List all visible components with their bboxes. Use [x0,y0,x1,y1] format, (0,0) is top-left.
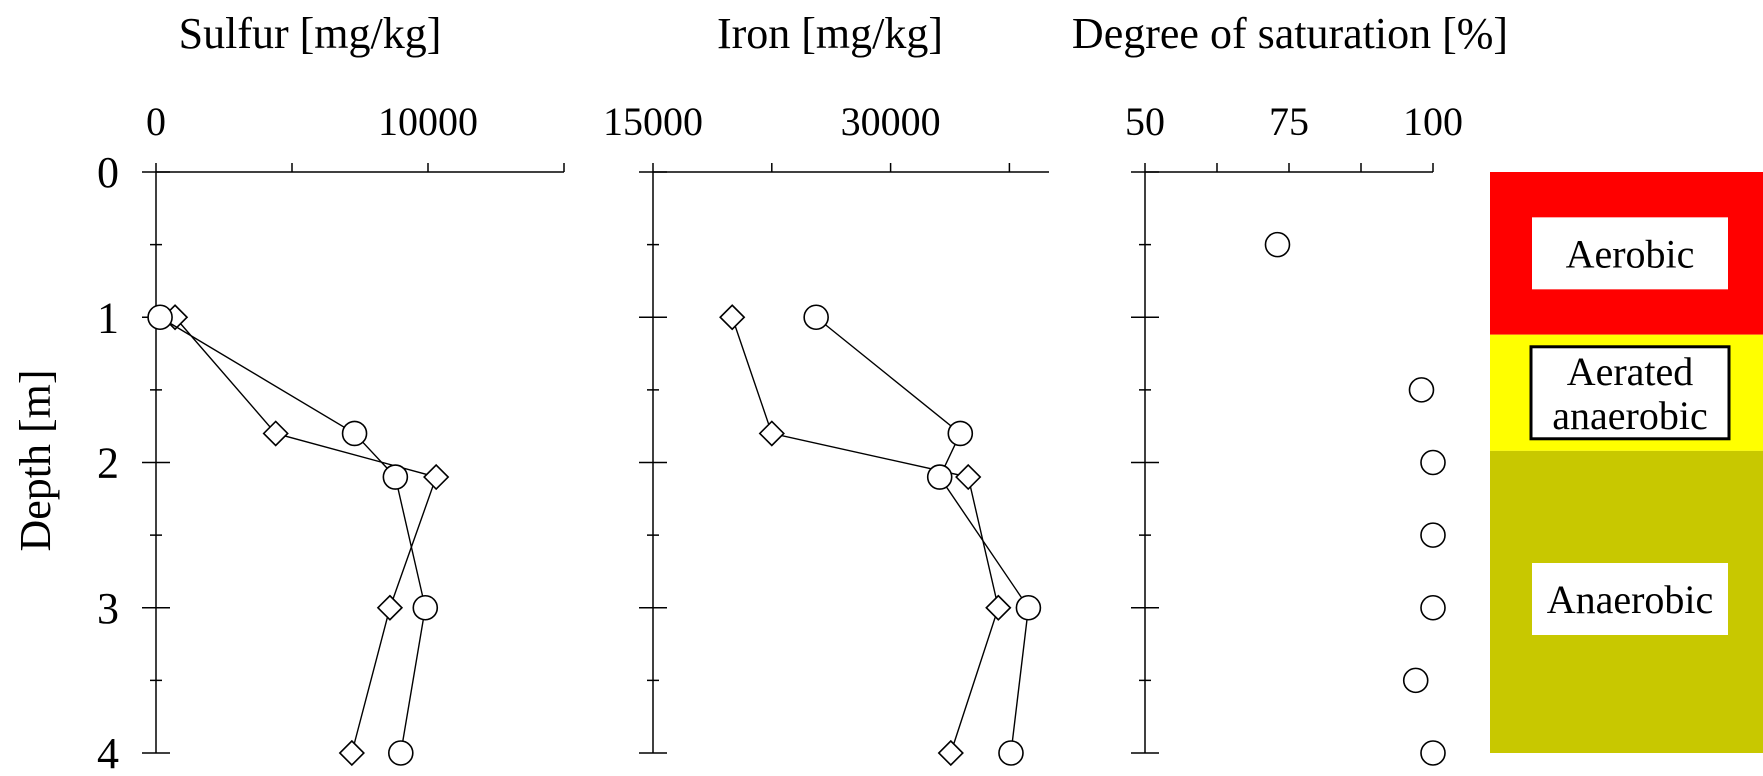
panel-1-title: Sulfur [mg/kg] [179,9,442,58]
panel-1-x-tick-label: 10000 [378,99,478,144]
series-line [159,316,426,754]
panel-2-series-2 [803,304,1042,766]
depth-tick-label: 0 [97,148,119,197]
diamond-marker [262,420,289,447]
y-axis-label: Depth [m] [11,369,60,551]
diamond-marker [376,594,404,621]
circle-marker [998,740,1024,766]
circle-marker [803,304,829,331]
panel-1-series-2 [147,304,439,766]
diamond-marker [338,739,365,767]
circle-marker [412,594,439,621]
circle-marker [1264,231,1291,258]
zone-label-3: Anaerobic [1547,577,1714,622]
panel-3-x-tick-label: 50 [1125,99,1165,144]
depth-tick-label: 3 [97,584,119,633]
circle-marker [387,740,414,766]
panel-2-x-tick-label: 30000 [841,99,941,144]
panel-3-title: Degree of saturation [%] [1072,9,1508,58]
panel-2-x-tick-label: 15000 [603,99,703,144]
diamond-marker [719,304,746,331]
panel-3-x-tick-label: 75 [1269,99,1309,144]
circle-marker [926,464,953,490]
panel-3-series-1 [1264,231,1446,766]
circle-marker [382,464,409,490]
panel-2: Iron [mg/kg] 15000 30000 [603,9,1049,767]
zone-label-box-2 [1529,345,1731,441]
panel-1: Sulfur [mg/kg] 0 10000 [142,9,565,767]
circle-marker [947,420,974,447]
panel-1-x-tick-label: 0 [146,99,166,144]
diamond-marker [758,420,785,447]
depth-tick-label: 1 [97,293,119,342]
circle-marker [1420,449,1446,476]
circle-marker [147,304,173,331]
zone-label-1: Aerobic [1566,231,1695,276]
panel-3-x-tick-label: 100 [1403,99,1463,144]
series-line [815,316,1030,754]
diamond-marker [423,463,450,491]
panel-1-series-1 [161,304,450,767]
panel-2-title: Iron [mg/kg] [717,9,943,58]
circle-marker [1408,377,1435,403]
diamond-marker [985,594,1012,621]
zone-label-box-1 [1532,217,1728,290]
depth-tick-label: 4 [97,729,119,771]
series-line [731,317,1000,754]
diamond-marker [955,463,982,491]
circle-marker [1015,594,1042,621]
circle-marker [1420,594,1446,621]
zone-label-2: anaerobic [1552,393,1707,438]
panel-2-series-1 [719,304,1012,767]
depth-tick-label: 2 [97,439,119,488]
circle-marker [1420,740,1446,766]
circle-marker [1420,522,1446,548]
circle-marker [341,420,368,447]
circle-marker [1402,667,1429,694]
series-line [174,316,438,754]
panel-3: Degree of saturation [%] 50 75 100 [1072,9,1508,766]
diamond-marker [937,739,964,767]
zone-label-box-3 [1532,563,1728,635]
zone-label-2: Aerated [1567,349,1694,394]
